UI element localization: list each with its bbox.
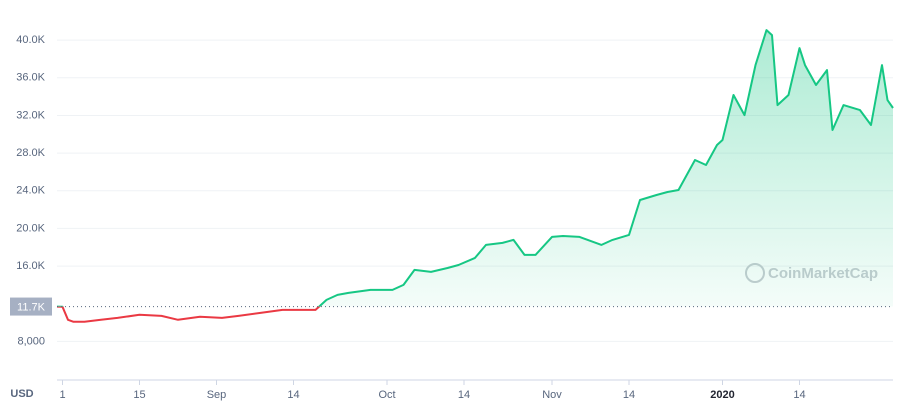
y-tick-label: 24.0K (16, 185, 45, 197)
reference-label: 11.7K (17, 301, 46, 313)
y-tick-label: 32.0K (16, 109, 45, 121)
x-tick-label: 14 (458, 389, 470, 401)
y-axis-label: USD (10, 388, 33, 400)
y-tick-label: 28.0K (16, 147, 45, 159)
x-tick-label: 14 (287, 389, 299, 401)
price-line-up (57, 29, 894, 307)
y-tick-label: 8,000 (17, 335, 45, 347)
x-tick-label: 2020 (710, 389, 734, 401)
x-tick-label: 1 (59, 389, 65, 401)
area (319, 30, 893, 307)
reference-label-box (10, 297, 52, 316)
x-tick-label: Sep (207, 389, 227, 401)
y-tick-label: 20.0K (16, 222, 45, 234)
x-tick-label: 14 (623, 389, 635, 401)
y-tick-label: 40.0K (16, 34, 45, 46)
x-tick-label: 14 (793, 389, 805, 401)
x-tick-label: 15 (133, 389, 145, 401)
y-tick-label: 16.0K (16, 260, 45, 272)
x-tick-label: Nov (542, 389, 562, 401)
x-tick-label: Oct (378, 389, 395, 401)
y-tick-label: 36.0K (16, 72, 45, 84)
price-line-down (56, 306, 321, 323)
